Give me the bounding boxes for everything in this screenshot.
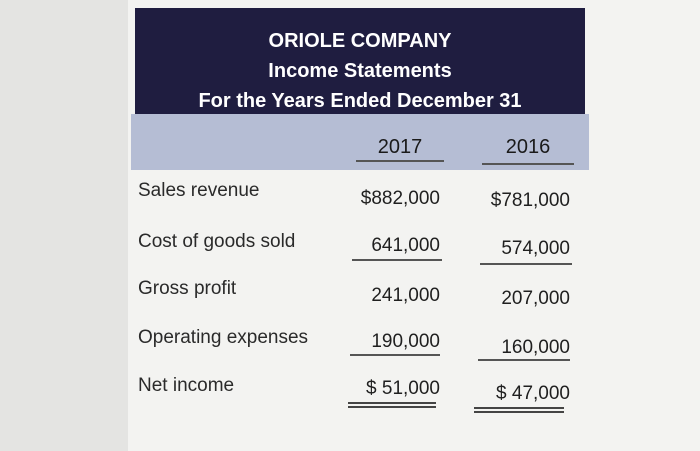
row-label-gross-profit: Gross profit	[138, 278, 237, 299]
cost-of-goods-sold-2017: 641,000	[371, 235, 440, 256]
year-2017-underline	[356, 160, 444, 162]
company-name: ORIOLE COMPANY	[268, 30, 452, 52]
gross-profit-2017: 241,000	[371, 285, 440, 306]
cogs-2016-underline	[480, 263, 572, 265]
statement-header: ORIOLE COMPANY Income Statements For the…	[135, 8, 585, 124]
sales-revenue-2016: $781,000	[490, 190, 570, 211]
operating-expenses-2017: 190,000	[371, 331, 440, 352]
statement-period: For the Years Ended December 31	[198, 90, 522, 112]
statement-title: Income Statements	[268, 60, 452, 82]
gross-profit-2016: 207,000	[501, 288, 570, 309]
row-label-net-income: Net income	[138, 375, 235, 396]
net-income-2016-double-underline-bottom	[474, 411, 564, 413]
row-label-sales-revenue: Sales revenue	[138, 180, 260, 201]
sales-revenue-2017: $882,000	[360, 188, 440, 209]
row-label-operating-expenses: Operating expenses	[138, 327, 309, 348]
year-2016-underline	[482, 163, 574, 165]
net-income-2016: $ 47,000	[496, 383, 570, 404]
net-income-2017-double-underline-bottom	[348, 406, 436, 408]
cogs-2017-underline	[352, 259, 442, 261]
net-income-2016-double-underline-top	[474, 407, 564, 409]
net-income-2017-double-underline-top	[348, 402, 436, 404]
operating-expenses-2016: 160,000	[501, 337, 570, 358]
row-label-cost-of-goods-sold: Cost of goods sold	[138, 231, 296, 252]
opex-2017-underline	[350, 354, 440, 356]
cost-of-goods-sold-2016: 574,000	[501, 238, 570, 259]
net-income-2017: $ 51,000	[366, 378, 440, 399]
year-2016-header: 2016	[505, 136, 551, 158]
opex-2016-underline	[478, 359, 570, 361]
year-2017-header: 2017	[377, 136, 423, 158]
